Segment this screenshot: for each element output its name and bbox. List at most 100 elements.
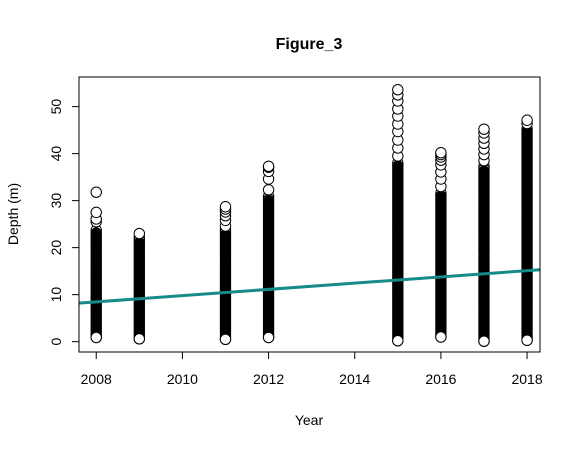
data-point bbox=[133, 279, 146, 291]
data-point bbox=[521, 233, 533, 245]
data-point bbox=[521, 204, 533, 217]
data-point bbox=[262, 272, 275, 284]
data-point bbox=[262, 230, 275, 242]
data-point bbox=[90, 235, 102, 248]
data-point bbox=[90, 275, 102, 287]
data-point bbox=[90, 264, 102, 276]
data-point bbox=[90, 280, 102, 293]
data-point bbox=[521, 137, 533, 149]
data-point bbox=[392, 318, 404, 330]
data-point bbox=[521, 156, 533, 169]
point-column bbox=[521, 114, 533, 346]
data-point bbox=[521, 306, 533, 318]
data-point bbox=[219, 305, 232, 317]
y-tick-label: 50 bbox=[48, 99, 64, 115]
data-point bbox=[521, 289, 533, 301]
data-point bbox=[262, 311, 275, 324]
data-point bbox=[392, 295, 404, 307]
data-point bbox=[478, 171, 490, 184]
data-point bbox=[392, 289, 404, 302]
data-point bbox=[392, 233, 404, 245]
data-point bbox=[435, 260, 447, 273]
data-point bbox=[478, 245, 490, 257]
data-point bbox=[262, 252, 275, 265]
data-point bbox=[478, 259, 490, 271]
data-point bbox=[262, 317, 275, 330]
data-point bbox=[392, 168, 404, 181]
data-point bbox=[478, 219, 490, 232]
data-point bbox=[133, 265, 146, 277]
data-point bbox=[262, 233, 275, 245]
data-point bbox=[521, 185, 533, 197]
data-point bbox=[478, 242, 490, 254]
data-point bbox=[392, 309, 404, 322]
data-point bbox=[219, 294, 232, 306]
data-point bbox=[478, 217, 490, 229]
y-tick-label: 10 bbox=[48, 287, 64, 303]
data-point bbox=[90, 311, 102, 324]
data-point bbox=[392, 171, 404, 183]
data-point bbox=[435, 241, 447, 253]
data-point bbox=[262, 297, 275, 310]
data-point bbox=[521, 131, 533, 143]
data-point bbox=[435, 269, 447, 281]
point-column bbox=[90, 186, 102, 344]
data-point bbox=[262, 221, 275, 234]
data-point bbox=[392, 292, 404, 305]
point-column bbox=[133, 227, 146, 345]
y-axis: 0 10 20 30 40 50 bbox=[48, 99, 80, 346]
data-point bbox=[90, 303, 102, 315]
data-point bbox=[262, 258, 275, 270]
data-point bbox=[521, 142, 533, 155]
data-point bbox=[219, 319, 232, 331]
data-point bbox=[521, 278, 533, 290]
data-point bbox=[521, 182, 533, 194]
data-point bbox=[435, 308, 447, 321]
data-point bbox=[478, 188, 490, 201]
data-point bbox=[133, 321, 146, 334]
data-point bbox=[133, 333, 146, 345]
data-point bbox=[478, 281, 490, 294]
data-point bbox=[478, 287, 490, 299]
data-point bbox=[90, 249, 102, 262]
data-point bbox=[435, 232, 447, 244]
data-point bbox=[262, 320, 275, 332]
data-point bbox=[392, 177, 404, 189]
data-point bbox=[90, 286, 102, 298]
data-point bbox=[262, 286, 275, 298]
data-point bbox=[435, 146, 447, 159]
y-tick-label: 30 bbox=[48, 193, 64, 209]
data-point bbox=[133, 313, 146, 325]
y-tick-label: 40 bbox=[48, 146, 64, 162]
data-point bbox=[435, 314, 447, 326]
data-point bbox=[521, 292, 533, 304]
data-point bbox=[478, 169, 490, 181]
data-point bbox=[219, 302, 232, 314]
data-point bbox=[478, 202, 490, 215]
data-point bbox=[435, 224, 447, 236]
data-point bbox=[392, 264, 404, 276]
data-point bbox=[262, 224, 275, 236]
data-point bbox=[435, 297, 447, 309]
data-point bbox=[219, 265, 232, 278]
data-point bbox=[435, 300, 447, 312]
x-tick-label: 2012 bbox=[253, 371, 284, 387]
data-point bbox=[133, 304, 146, 317]
data-point bbox=[133, 310, 146, 322]
data-point bbox=[133, 290, 146, 303]
data-point bbox=[392, 256, 404, 268]
data-point bbox=[521, 165, 533, 177]
data-point bbox=[435, 207, 447, 219]
data-point bbox=[392, 213, 404, 226]
y-tick-label: 0 bbox=[48, 338, 64, 346]
data-point bbox=[219, 257, 232, 269]
data-point bbox=[133, 285, 146, 297]
data-point bbox=[262, 241, 275, 253]
data-point bbox=[392, 284, 404, 296]
data-point bbox=[219, 299, 232, 312]
data-point bbox=[392, 250, 404, 262]
data-point bbox=[90, 233, 102, 245]
data-point bbox=[90, 258, 102, 270]
data-point bbox=[262, 201, 275, 214]
data-point bbox=[392, 241, 404, 254]
